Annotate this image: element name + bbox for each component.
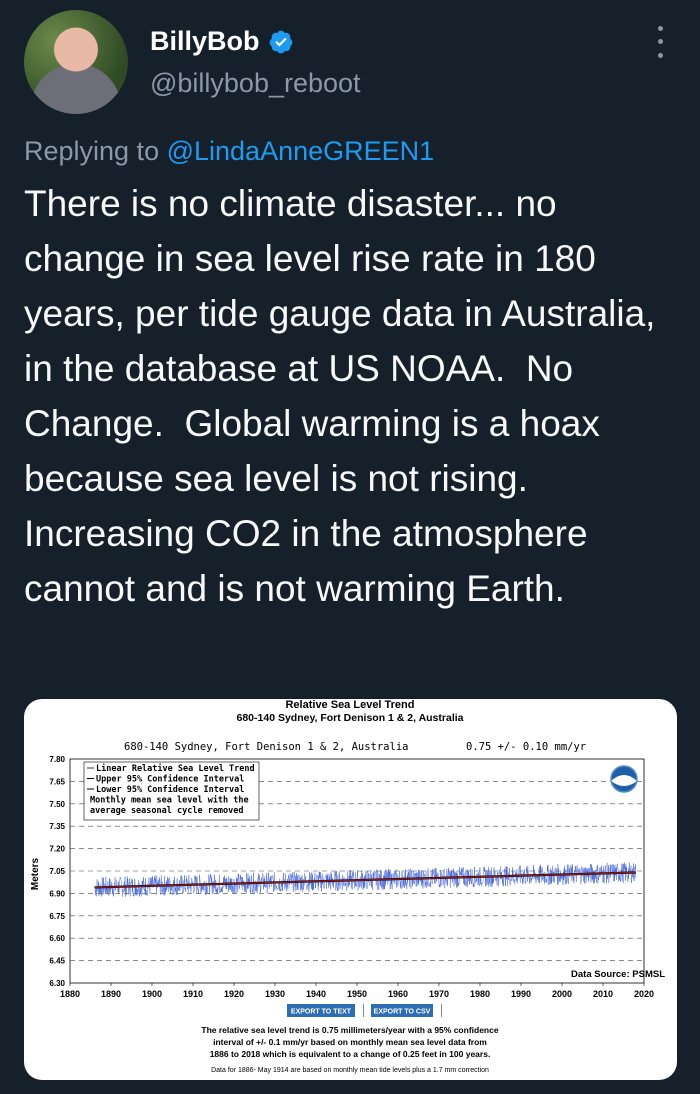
x-tick-label: 1910 — [183, 989, 203, 999]
replying-to-prefix: Replying to — [24, 136, 167, 166]
legend-entry: Monthly mean sea level with the — [90, 795, 249, 806]
more-icon[interactable] — [650, 22, 670, 62]
legend-entry: Lower 95% Confidence Interval — [96, 784, 244, 795]
legend-entry: Upper 95% Confidence Interval — [96, 774, 244, 785]
caption-line-2: interval of +/- 0.1 mm/yr based on month… — [213, 1037, 487, 1047]
tweet-media-chart[interactable]: Relative Sea Level Trend 680-140 Sydney,… — [24, 699, 677, 1080]
linear-trend-line — [94, 871, 636, 889]
y-tick-label: 6.60 — [49, 934, 65, 943]
x-tick-label: 1940 — [306, 989, 326, 999]
x-tick-label: 1900 — [142, 989, 162, 999]
x-tick-label: 1920 — [224, 989, 244, 999]
tweet-text: There is no climate disaster... no chang… — [24, 183, 666, 609]
x-tick-label: 1960 — [388, 989, 408, 999]
caption-line-3: 1886 to 2018 which is equivalent to a ch… — [210, 1049, 491, 1059]
y-tick-label: 6.75 — [49, 912, 65, 921]
avatar[interactable] — [24, 10, 128, 114]
x-tick-label: 2010 — [593, 989, 613, 999]
x-tick-label: 1890 — [101, 989, 121, 999]
plot-header-right: 0.75 +/- 0.10 mm/yr — [466, 741, 586, 753]
legend-box — [83, 761, 260, 821]
plot-header-left: 680-140 Sydney, Fort Denison 1 & 2, Aust… — [124, 741, 408, 753]
author-handle[interactable]: @billybob_reboot — [150, 68, 361, 98]
author-name-row: BillyBob — [150, 26, 294, 57]
noaa-logo-icon — [610, 765, 638, 793]
chart-footnote: Data for 1886- May 1914 are based on mon… — [211, 1067, 489, 1074]
export-text-label: EXPORT TO TEXT — [291, 1009, 352, 1016]
export-csv-button[interactable]: EXPORT TO CSV — [371, 1004, 433, 1017]
x-tick-label: 2020 — [634, 989, 654, 999]
x-tick-label: 1970 — [429, 989, 449, 999]
y-tick-label: 7.80 — [49, 755, 65, 764]
y-tick-label: 6.30 — [49, 979, 65, 988]
monthly-sea-level-series — [94, 862, 637, 897]
export-csv-label: EXPORT TO CSV — [374, 1009, 431, 1016]
legend-entry: Linear Relative Sea Level Trend — [96, 763, 255, 774]
data-source-label: Data Source: PSMSL — [571, 969, 665, 980]
replying-to: Replying to @LindaAnneGREEN1 — [24, 136, 434, 167]
display-name[interactable]: BillyBob — [150, 26, 260, 56]
legend-entry: average seasonal cycle removed — [90, 806, 244, 816]
x-tick-label: 1990 — [511, 989, 531, 999]
button-divider-2 — [441, 1004, 442, 1017]
y-tick-label: 7.50 — [49, 800, 65, 809]
reply-target-link[interactable]: @LindaAnneGREEN1 — [166, 136, 435, 166]
y-tick-label: 7.20 — [49, 845, 65, 854]
y-tick-label: 6.45 — [49, 957, 65, 966]
sea-level-chart: Relative Sea Level Trend 680-140 Sydney,… — [30, 699, 665, 1074]
y-tick-label: 6.90 — [49, 889, 65, 898]
x-tick-label: 2000 — [552, 989, 572, 999]
y-tick-label: 7.65 — [49, 777, 65, 786]
caption-line-1: The relative sea level trend is 0.75 mil… — [201, 1025, 498, 1035]
y-axis-label: Meters — [30, 857, 41, 890]
x-tick-label: 1980 — [470, 989, 490, 999]
chart-title: Relative Sea Level Trend — [285, 699, 414, 711]
y-tick-label: 7.35 — [49, 822, 65, 831]
verified-badge-icon — [269, 30, 292, 53]
button-divider — [363, 1004, 364, 1017]
x-tick-label: 1950 — [347, 989, 367, 999]
chart-subtitle: 680-140 Sydney, Fort Denison 1 & 2, Aust… — [237, 712, 464, 724]
x-tick-label: 1930 — [265, 989, 285, 999]
export-text-button[interactable]: EXPORT TO TEXT — [287, 1004, 355, 1017]
x-tick-label: 1880 — [60, 989, 80, 999]
y-tick-label: 7.05 — [49, 867, 65, 876]
